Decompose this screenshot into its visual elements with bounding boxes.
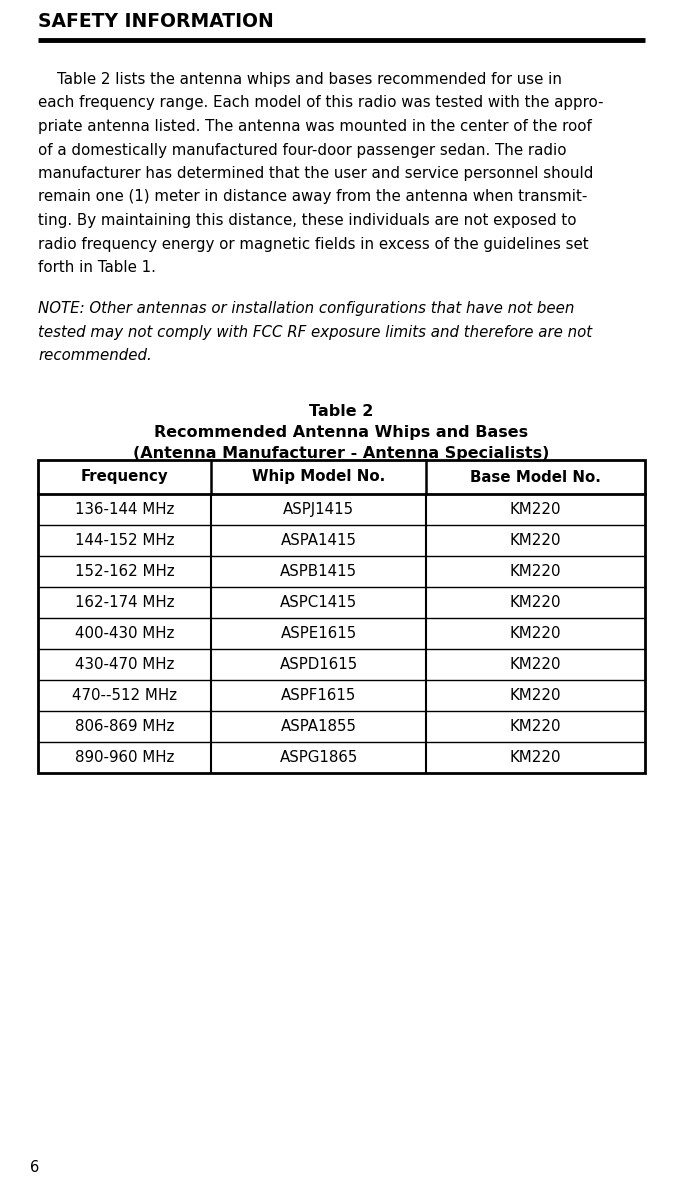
- Text: ASPJ1415: ASPJ1415: [283, 502, 355, 517]
- Text: 162-174 MHz: 162-174 MHz: [75, 595, 174, 610]
- Text: 470--512 MHz: 470--512 MHz: [72, 688, 177, 703]
- Text: ASPC1415: ASPC1415: [280, 595, 357, 610]
- Text: 890-960 MHz: 890-960 MHz: [75, 750, 174, 765]
- Text: 430-470 MHz: 430-470 MHz: [75, 657, 174, 672]
- Text: KM220: KM220: [510, 533, 561, 548]
- Text: ASPF1615: ASPF1615: [281, 688, 357, 703]
- Text: KM220: KM220: [510, 688, 561, 703]
- Text: KM220: KM220: [510, 502, 561, 517]
- Text: KM220: KM220: [510, 564, 561, 579]
- Text: Whip Model No.: Whip Model No.: [252, 470, 385, 484]
- Text: priate antenna listed. The antenna was mounted in the center of the roof: priate antenna listed. The antenna was m…: [38, 119, 592, 134]
- Text: Base Model No.: Base Model No.: [471, 470, 601, 484]
- Text: SAFETY INFORMATION: SAFETY INFORMATION: [38, 12, 274, 31]
- Text: 152-162 MHz: 152-162 MHz: [75, 564, 174, 579]
- Bar: [38, 460, 645, 773]
- Text: KM220: KM220: [510, 719, 561, 734]
- Text: recommended.: recommended.: [38, 348, 152, 364]
- Text: tested may not comply with FCC RF exposure limits and therefore are not: tested may not comply with FCC RF exposu…: [38, 324, 592, 340]
- Text: 136-144 MHz: 136-144 MHz: [75, 502, 174, 517]
- Text: Table 2: Table 2: [309, 404, 374, 419]
- Text: each frequency range. Each model of this radio was tested with the appro-: each frequency range. Each model of this…: [38, 95, 603, 111]
- Text: KM220: KM220: [510, 657, 561, 672]
- Text: of a domestically manufactured four-door passenger sedan. The radio: of a domestically manufactured four-door…: [38, 142, 567, 157]
- Text: Frequency: Frequency: [81, 470, 168, 484]
- Text: ASPE1615: ASPE1615: [281, 626, 357, 641]
- Text: ASPA1415: ASPA1415: [281, 533, 357, 548]
- Text: KM220: KM220: [510, 595, 561, 610]
- Text: NOTE: Other antennas or installation configurations that have not been: NOTE: Other antennas or installation con…: [38, 302, 574, 316]
- Text: ting. By maintaining this distance, these individuals are not exposed to: ting. By maintaining this distance, thes…: [38, 214, 576, 228]
- Text: KM220: KM220: [510, 626, 561, 641]
- Text: manufacturer has determined that the user and service personnel should: manufacturer has determined that the use…: [38, 166, 593, 181]
- Text: 144-152 MHz: 144-152 MHz: [75, 533, 174, 548]
- Text: KM220: KM220: [510, 750, 561, 765]
- Text: ASPB1415: ASPB1415: [280, 564, 357, 579]
- Text: forth in Table 1.: forth in Table 1.: [38, 260, 156, 276]
- Text: Recommended Antenna Whips and Bases: Recommended Antenna Whips and Bases: [155, 425, 529, 440]
- Text: 400-430 MHz: 400-430 MHz: [75, 626, 174, 641]
- Text: remain one (1) meter in distance away from the antenna when transmit-: remain one (1) meter in distance away fr…: [38, 190, 587, 204]
- Text: ASPA1855: ASPA1855: [281, 719, 357, 734]
- Text: radio frequency energy or magnetic fields in excess of the guidelines set: radio frequency energy or magnetic field…: [38, 236, 589, 252]
- Text: 806-869 MHz: 806-869 MHz: [75, 719, 174, 734]
- Text: Table 2 lists the antenna whips and bases recommended for use in: Table 2 lists the antenna whips and base…: [38, 72, 562, 87]
- Text: ASPD1615: ASPD1615: [279, 657, 358, 672]
- Text: (Antenna Manufacturer - Antenna Specialists): (Antenna Manufacturer - Antenna Speciali…: [134, 446, 550, 460]
- Text: 6: 6: [30, 1160, 39, 1175]
- Text: ASPG1865: ASPG1865: [279, 750, 358, 765]
